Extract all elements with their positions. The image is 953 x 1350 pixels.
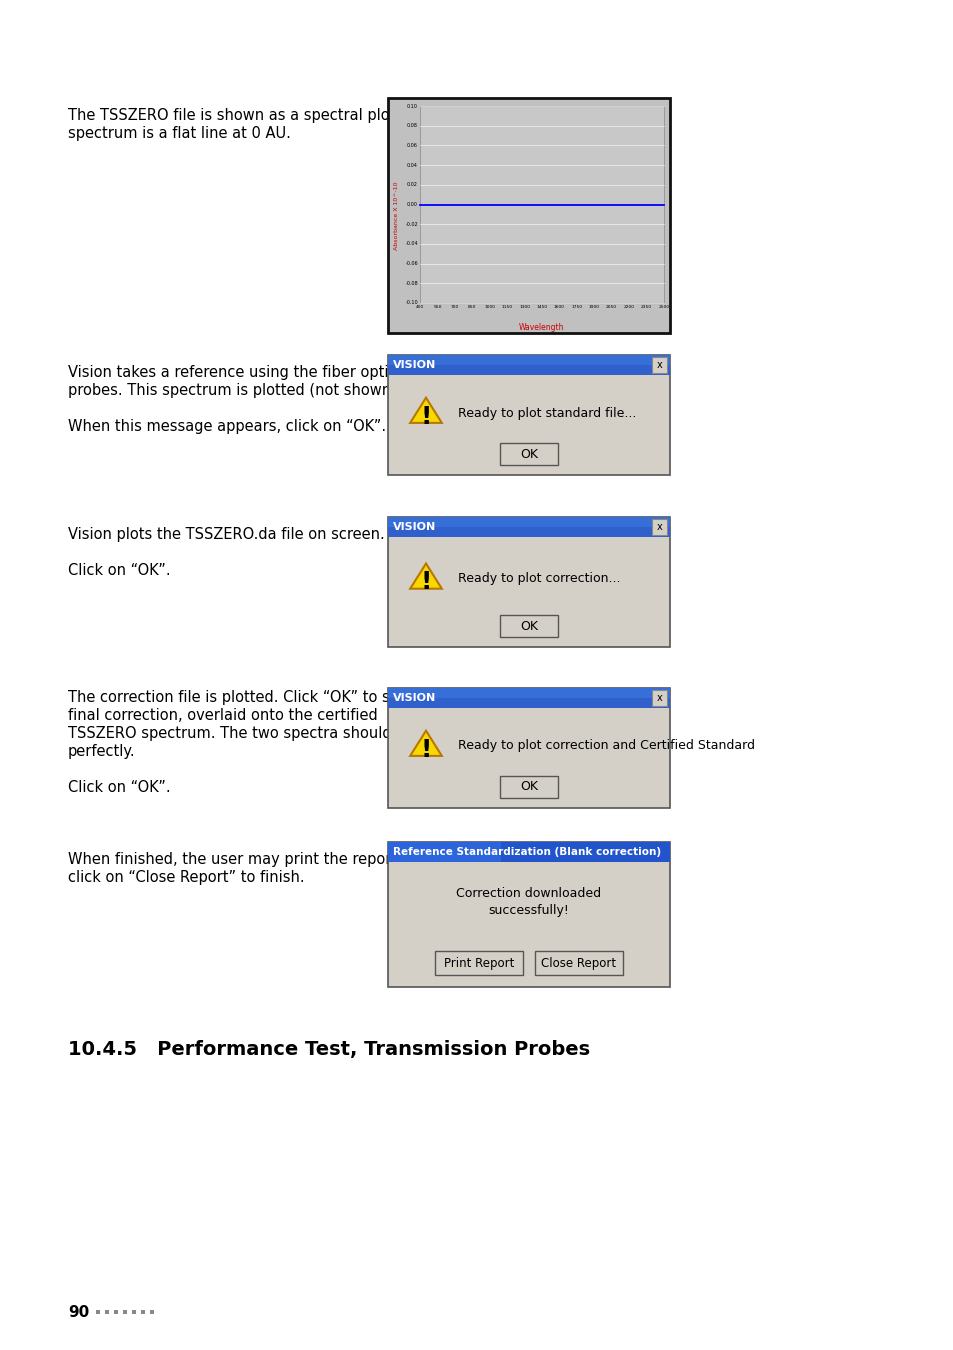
Bar (651, 518, 666, 535)
Bar (388, 688, 669, 698)
Text: x: x (656, 360, 661, 370)
Text: 1600: 1600 (554, 305, 564, 309)
Bar (388, 517, 669, 647)
Text: 1150: 1150 (501, 305, 512, 309)
Text: Reference Standardization (Blank correction): Reference Standardization (Blank correct… (393, 846, 660, 857)
Text: 2200: 2200 (623, 305, 634, 309)
Text: Click on “OK”.: Click on “OK”. (68, 780, 171, 795)
Text: x: x (656, 693, 661, 703)
Text: TSSZERO spectrum. The two spectra should overlay: TSSZERO spectrum. The two spectra should… (68, 726, 450, 741)
Text: Wavelength: Wavelength (518, 324, 564, 332)
Text: 0.02: 0.02 (407, 182, 417, 188)
Text: 1450: 1450 (536, 305, 547, 309)
Text: Ready to plot correction and Certified Standard: Ready to plot correction and Certified S… (457, 740, 754, 752)
Bar (388, 842, 500, 863)
Bar (388, 99, 669, 333)
Text: VISION: VISION (393, 360, 436, 370)
Text: When finished, the user may print the report. Next,: When finished, the user may print the re… (68, 852, 445, 867)
Text: 1000: 1000 (484, 305, 495, 309)
Text: VISION: VISION (393, 522, 436, 532)
Text: 1750: 1750 (571, 305, 582, 309)
Text: Vision plots the TSSZERO.da file on screen.: Vision plots the TSSZERO.da file on scre… (68, 526, 384, 541)
Text: 2350: 2350 (640, 305, 652, 309)
Text: Click on “OK”.: Click on “OK”. (68, 563, 171, 578)
Bar (388, 517, 669, 526)
Text: When this message appears, click on “OK”.: When this message appears, click on “OK”… (68, 418, 386, 433)
Bar (388, 355, 669, 364)
Text: -0.08: -0.08 (405, 281, 417, 286)
Text: spectrum is a flat line at 0 AU.: spectrum is a flat line at 0 AU. (68, 126, 291, 140)
Text: Ready to plot correction...: Ready to plot correction... (457, 572, 619, 586)
Text: 0.06: 0.06 (407, 143, 417, 148)
Bar (141, 1310, 145, 1314)
Bar (388, 355, 669, 475)
Text: -0.06: -0.06 (405, 261, 417, 266)
Text: Vision takes a reference using the fiber optic: Vision takes a reference using the fiber… (68, 364, 396, 379)
Text: The correction file is plotted. Click “OK” to see the: The correction file is plotted. Click “O… (68, 690, 436, 705)
Text: final correction, overlaid onto the certified: final correction, overlaid onto the cert… (68, 707, 377, 724)
Text: click on “Close Report” to finish.: click on “Close Report” to finish. (68, 869, 304, 886)
Bar (123, 1310, 127, 1314)
Bar (388, 842, 669, 987)
Text: 700: 700 (450, 305, 458, 309)
Text: Ready to plot standard file...: Ready to plot standard file... (457, 406, 636, 420)
Text: 0.04: 0.04 (407, 162, 417, 167)
Bar (419, 107, 663, 302)
Bar (435, 950, 522, 975)
Bar (388, 842, 669, 863)
Text: Correction downloaded: Correction downloaded (456, 887, 601, 900)
Text: OK: OK (519, 447, 537, 460)
Text: x: x (656, 522, 661, 532)
Text: !: ! (420, 571, 432, 594)
Text: OK: OK (519, 620, 537, 633)
Text: -0.02: -0.02 (405, 221, 417, 227)
Bar (388, 688, 669, 707)
Text: probes. This spectrum is plotted (not shown here.): probes. This spectrum is plotted (not sh… (68, 383, 438, 398)
Polygon shape (410, 730, 441, 756)
Text: 1900: 1900 (588, 305, 599, 309)
Text: 400: 400 (416, 305, 424, 309)
Bar (651, 690, 666, 706)
Bar (150, 1310, 153, 1314)
Bar (388, 688, 669, 809)
Bar (499, 776, 558, 798)
Text: 1300: 1300 (518, 305, 530, 309)
Text: Print Report: Print Report (443, 957, 514, 969)
Text: 850: 850 (468, 305, 476, 309)
Bar (535, 950, 622, 975)
Text: -0.04: -0.04 (405, 242, 417, 247)
Text: 0.10: 0.10 (407, 104, 417, 108)
Polygon shape (410, 563, 441, 589)
Text: 10.4.5   Performance Test, Transmission Probes: 10.4.5 Performance Test, Transmission Pr… (68, 1040, 590, 1058)
Text: VISION: VISION (393, 693, 436, 703)
Bar (388, 355, 669, 375)
Text: 550: 550 (433, 305, 441, 309)
Bar (499, 616, 558, 637)
Text: Absorbance X 10^-10: Absorbance X 10^-10 (395, 181, 399, 250)
Text: 2050: 2050 (605, 305, 617, 309)
Bar (388, 517, 669, 537)
Bar (132, 1310, 136, 1314)
Bar (499, 443, 558, 464)
Text: 0.00: 0.00 (407, 202, 417, 207)
Bar (651, 356, 666, 373)
Text: perfectly.: perfectly. (68, 744, 135, 759)
Text: Close Report: Close Report (541, 957, 616, 969)
Bar (113, 1310, 118, 1314)
Text: 0.08: 0.08 (407, 123, 417, 128)
Text: !: ! (420, 405, 432, 428)
Text: -0.10: -0.10 (405, 301, 417, 305)
Bar (96, 1310, 100, 1314)
Polygon shape (410, 398, 441, 423)
Text: successfully!: successfully! (488, 904, 569, 917)
Bar (105, 1310, 109, 1314)
Text: OK: OK (519, 780, 537, 794)
Text: !: ! (420, 737, 432, 761)
Text: The TSSZERO file is shown as a spectral plot. The: The TSSZERO file is shown as a spectral … (68, 108, 432, 123)
Text: 2500: 2500 (658, 305, 669, 309)
Text: 90: 90 (68, 1305, 90, 1320)
